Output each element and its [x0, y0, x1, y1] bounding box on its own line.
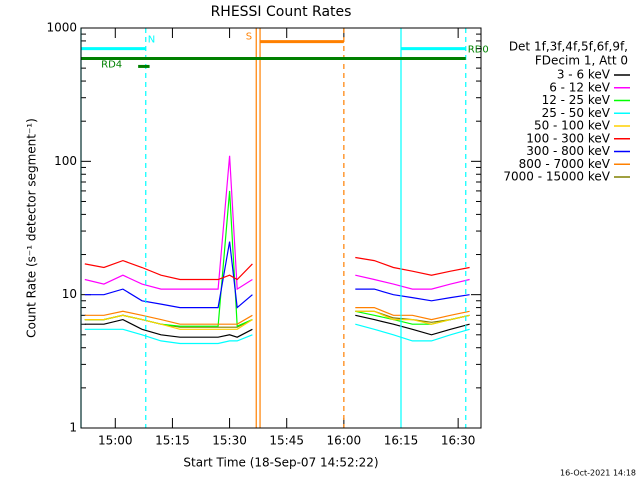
- flag-label: RD0: [468, 45, 489, 56]
- series-line: [355, 307, 470, 321]
- legend-label: 12 - 25 keV: [542, 93, 611, 107]
- series-line: [84, 259, 253, 281]
- y-tick-label: 1000: [46, 21, 77, 35]
- legend-label: 3 - 6 keV: [557, 68, 611, 82]
- series-line: [84, 314, 253, 330]
- flag-label: N: [148, 35, 155, 46]
- series-line: [355, 288, 470, 302]
- series-line: [84, 318, 253, 338]
- y-tick-label: 100: [54, 154, 77, 168]
- series-line: [355, 323, 470, 342]
- y-tick-label: 1: [69, 421, 77, 435]
- legend-label: 6 - 12 keV: [549, 80, 611, 94]
- y-tick-label: 10: [62, 287, 77, 301]
- legend-label: 800 - 7000 keV: [519, 157, 611, 171]
- x-tick-label: 15:15: [155, 434, 190, 448]
- flag-label: RD4: [101, 59, 122, 70]
- x-tick-label: 15:45: [269, 434, 304, 448]
- legend-label: 50 - 100 keV: [534, 119, 611, 133]
- x-axis-label: Start Time (18-Sep-07 14:52:22): [183, 456, 378, 470]
- series-line: [84, 155, 253, 291]
- legend-header: Det 1f,3f,4f,5f,6f,9f,: [509, 40, 628, 54]
- series-line: [84, 241, 253, 309]
- axis-frame: [80, 27, 482, 429]
- series-line: [355, 314, 470, 336]
- legend-label: 7000 - 15000 keV: [503, 170, 610, 184]
- footer: 16-Oct-2021 14:18: [560, 469, 636, 478]
- series-line: [84, 310, 253, 325]
- x-tick-label: 15:30: [212, 434, 247, 448]
- x-tick-label: 16:00: [327, 434, 362, 448]
- series-line: [355, 310, 470, 325]
- series-line: [84, 328, 253, 345]
- legend-label: 25 - 50 keV: [542, 106, 611, 120]
- x-tick-label: 16:15: [384, 434, 419, 448]
- x-tick-label: 15:00: [98, 434, 133, 448]
- x-tick-label: 16:30: [441, 434, 476, 448]
- legend-label: 300 - 800 keV: [526, 144, 610, 158]
- flag-label: S: [246, 32, 252, 43]
- legend-header: FDecim 1, Att 0: [535, 54, 628, 68]
- legend-label: 100 - 300 keV: [526, 131, 610, 145]
- series-line: [355, 256, 470, 276]
- y-axis-label: Count Rate (s⁻¹ detector segment⁻¹): [25, 118, 39, 338]
- chart-title: RHESSI Count Rates: [211, 4, 352, 20]
- series-line: [355, 274, 470, 290]
